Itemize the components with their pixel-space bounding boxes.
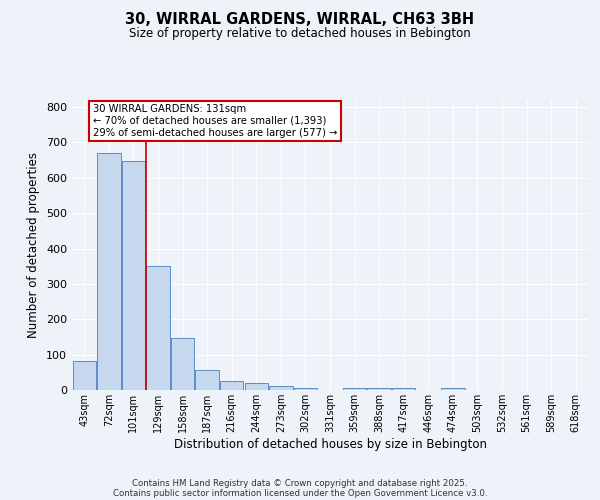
Bar [122, 161, 145, 390]
Text: Contains HM Land Registry data © Crown copyright and database right 2025.: Contains HM Land Registry data © Crown c… [132, 478, 468, 488]
X-axis label: Distribution of detached houses by size in Bebington: Distribution of detached houses by size … [173, 438, 487, 450]
Bar [171, 338, 194, 390]
Text: Contains public sector information licensed under the Open Government Licence v3: Contains public sector information licen… [113, 488, 487, 498]
Bar [343, 388, 366, 390]
Bar [367, 388, 391, 390]
Bar [73, 360, 96, 390]
Bar [220, 381, 244, 390]
Bar [441, 388, 464, 390]
Bar [245, 384, 268, 390]
Text: 30, WIRRAL GARDENS, WIRRAL, CH63 3BH: 30, WIRRAL GARDENS, WIRRAL, CH63 3BH [125, 12, 475, 28]
Bar [294, 388, 317, 390]
Bar [146, 266, 170, 390]
Bar [269, 386, 293, 390]
Bar [196, 370, 219, 390]
Bar [97, 153, 121, 390]
Y-axis label: Number of detached properties: Number of detached properties [28, 152, 40, 338]
Text: Size of property relative to detached houses in Bebington: Size of property relative to detached ho… [129, 28, 471, 40]
Bar [392, 388, 415, 390]
Text: 30 WIRRAL GARDENS: 131sqm
← 70% of detached houses are smaller (1,393)
29% of se: 30 WIRRAL GARDENS: 131sqm ← 70% of detac… [92, 104, 337, 138]
